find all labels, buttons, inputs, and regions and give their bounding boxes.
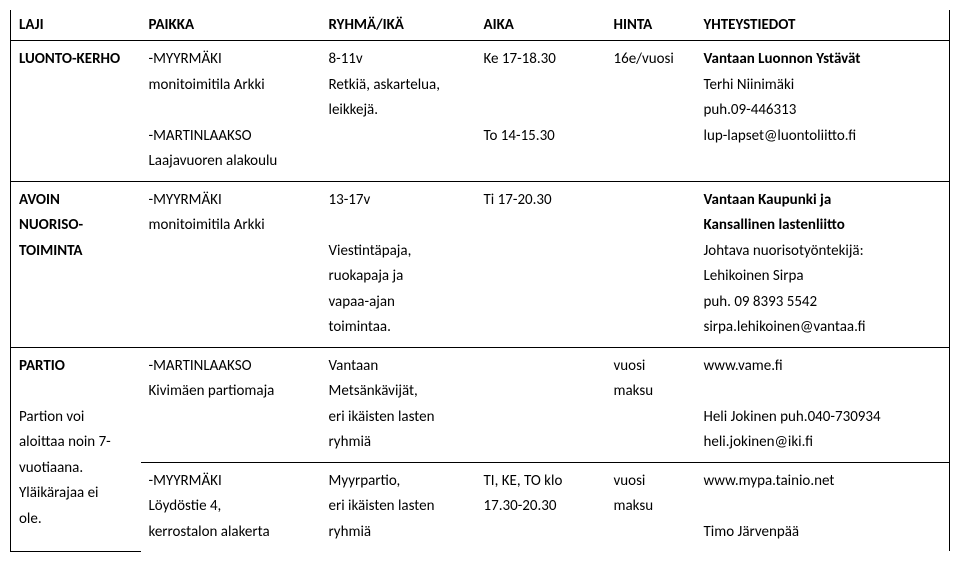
cell-paikka: -MYYRMÄKILöydöstie 4,kerrostalon alakert… xyxy=(141,462,321,551)
table-row: PARTIO Partion voialoittaa noin 7-vuotia… xyxy=(11,347,950,462)
cell-laji: PARTIO Partion voialoittaa noin 7-vuotia… xyxy=(11,347,141,551)
header-laji: LAJI xyxy=(11,10,141,41)
contact-rest: Terhi Niinimäkipuh.09-446313lup-lapset@l… xyxy=(704,76,857,145)
contact-name: Vantaan Luonnon Ystävät xyxy=(704,50,861,68)
schedule-table: LAJI PAIKKA RYHMÄ/IKÄ AIKA HINTA YHTEYST… xyxy=(10,10,950,552)
table-row: -MYYRMÄKILöydöstie 4,kerrostalon alakert… xyxy=(11,462,950,551)
cell-hinta: vuosimaksu xyxy=(606,462,696,551)
header-yhteys: YHTEYSTIEDOT xyxy=(696,10,950,41)
cell-aika: Ke 17-18.30 To 14-15.30 xyxy=(476,41,606,182)
cell-hinta xyxy=(606,181,696,347)
cell-hinta: 16e/vuosi xyxy=(606,41,696,182)
contact-name2: Kansallinen lastenliitto xyxy=(704,216,845,234)
cell-yhteys: Vantaan Kaupunki ja Kansallinen lastenli… xyxy=(696,181,950,347)
cell-aika: Ti 17-20.30 xyxy=(476,181,606,347)
header-row: LAJI PAIKKA RYHMÄ/IKÄ AIKA HINTA YHTEYST… xyxy=(11,10,950,41)
cell-ryhma: Myyrpartio,eri ikäisten lastenryhmiä xyxy=(321,462,476,551)
cell-yhteys: www.vame.fi Heli Jokinen puh.040-730934h… xyxy=(696,347,950,462)
cell-aika xyxy=(476,347,606,462)
cell-ryhma: VantaanMetsänkävijät,eri ikäisten lasten… xyxy=(321,347,476,462)
laji-text: LUONTO-KERHO xyxy=(19,50,120,68)
laji-desc: Partion voialoittaa noin 7-vuotiaana.Ylä… xyxy=(19,408,111,528)
cell-aika: TI, KE, TO klo17.30-20.30 xyxy=(476,462,606,551)
header-paikka: PAIKKA xyxy=(141,10,321,41)
cell-laji: AVOINNUORISO-TOIMINTA xyxy=(11,181,141,347)
cell-ryhma: 13-17v Viestintäpaja,ruokapaja javapaa-a… xyxy=(321,181,476,347)
cell-hinta: vuosimaksu xyxy=(606,347,696,462)
laji-text: PARTIO xyxy=(19,357,65,375)
table-row: AVOINNUORISO-TOIMINTA -MYYRMÄKImonitoimi… xyxy=(11,181,950,347)
table-row: LUONTO-KERHO -MYYRMÄKImonitoimitila Arkk… xyxy=(11,41,950,182)
cell-paikka: -MYYRMÄKImonitoimitila Arkki -MARTINLAAK… xyxy=(141,41,321,182)
header-hinta: HINTA xyxy=(606,10,696,41)
cell-paikka: -MARTINLAAKSOKivimäen partiomaja xyxy=(141,347,321,462)
cell-ryhma: 8-11vRetkiä, askartelua,leikkejä. xyxy=(321,41,476,182)
cell-yhteys: Vantaan Luonnon Ystävät Terhi Niinimäkip… xyxy=(696,41,950,182)
header-aika: AIKA xyxy=(476,10,606,41)
contact-rest: Johtava nuorisotyöntekijä:Lehikoinen Sir… xyxy=(704,242,866,337)
cell-laji: LUONTO-KERHO xyxy=(11,41,141,182)
laji-text: AVOINNUORISO-TOIMINTA xyxy=(19,191,83,260)
contact-name: Vantaan Kaupunki ja xyxy=(704,191,832,209)
header-ryhma: RYHMÄ/IKÄ xyxy=(321,10,476,41)
cell-paikka: -MYYRMÄKImonitoimitila Arkki xyxy=(141,181,321,347)
cell-yhteys: www.mypa.tainio.net Timo Järvenpää xyxy=(696,462,950,551)
